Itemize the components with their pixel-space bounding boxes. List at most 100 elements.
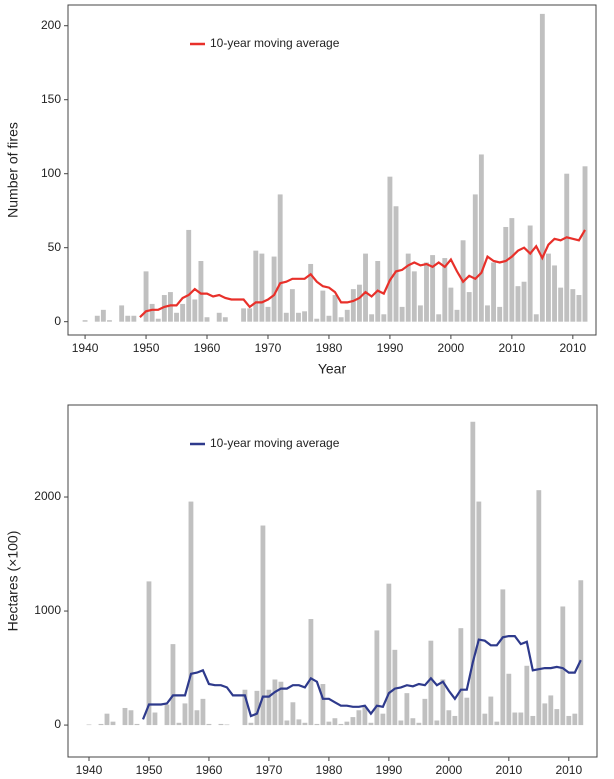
- bar: [440, 679, 446, 726]
- bar: [404, 693, 410, 726]
- bar: [218, 723, 224, 726]
- bar: [434, 720, 440, 726]
- y-tick-label: 0: [54, 717, 61, 731]
- bar: [362, 706, 368, 726]
- bar: [119, 305, 125, 322]
- bar: [369, 314, 375, 322]
- bar: [186, 229, 192, 322]
- bar: [216, 312, 222, 322]
- bar: [578, 580, 584, 726]
- bar: [393, 206, 399, 322]
- y-tick-label: 2000: [34, 489, 61, 503]
- bar: [289, 289, 295, 322]
- bar: [344, 721, 350, 726]
- y-tick-label: 100: [41, 166, 61, 180]
- bar: [224, 724, 230, 726]
- bar: [253, 250, 259, 322]
- plot-border: [67, 4, 597, 336]
- y-axis-label: Hectares (×100): [5, 531, 21, 632]
- bar: [110, 721, 116, 726]
- bar: [452, 715, 458, 726]
- bar: [536, 490, 542, 726]
- bar: [326, 315, 332, 322]
- bar: [98, 723, 104, 726]
- bar: [247, 308, 253, 322]
- bar: [446, 710, 452, 726]
- bar: [155, 318, 161, 322]
- bar: [308, 263, 314, 322]
- moving-average-line: [139, 229, 586, 318]
- bar: [152, 712, 158, 726]
- bar: [344, 309, 350, 322]
- bar: [476, 501, 482, 726]
- bar: [488, 696, 494, 726]
- bar: [192, 299, 198, 322]
- bar: [320, 290, 326, 322]
- bar: [472, 194, 478, 322]
- bar: [428, 640, 434, 726]
- bar: [302, 722, 308, 726]
- x-tick-label: 1950: [133, 341, 160, 355]
- bar: [125, 315, 131, 322]
- bar: [417, 305, 423, 322]
- bar: [466, 292, 472, 322]
- legend-label: 10-year moving average: [210, 36, 340, 50]
- bar: [416, 722, 422, 726]
- bar: [131, 315, 137, 322]
- bar: [332, 718, 338, 726]
- bar: [387, 176, 393, 322]
- bar: [424, 262, 429, 322]
- bar: [176, 722, 182, 726]
- bar: [448, 287, 454, 322]
- bar: [271, 256, 277, 322]
- bar: [527, 225, 533, 322]
- bar: [380, 713, 386, 726]
- x-tick-label: 2010: [555, 763, 582, 777]
- bar: [259, 253, 265, 322]
- bar: [500, 589, 506, 726]
- bar: [290, 702, 296, 726]
- bar: [539, 13, 545, 322]
- x-tick-label: 1970: [255, 341, 282, 355]
- bar: [143, 271, 149, 322]
- bar: [494, 721, 500, 726]
- bar: [564, 173, 570, 322]
- bar: [82, 320, 88, 322]
- bar: [521, 281, 527, 322]
- bar: [542, 703, 548, 726]
- bar: [558, 287, 564, 322]
- bar: [363, 253, 368, 322]
- bar: [560, 606, 566, 726]
- bar: [146, 581, 152, 726]
- bar: [470, 421, 476, 726]
- bar: [265, 306, 271, 322]
- bar: [266, 689, 272, 726]
- x-tick-label: 2000: [438, 341, 465, 355]
- x-tick-label: 1950: [136, 763, 163, 777]
- legend-label: 10-year moving average: [210, 436, 340, 450]
- bar: [350, 289, 356, 322]
- bar: [222, 317, 228, 322]
- bar: [332, 295, 338, 322]
- bar: [164, 704, 170, 726]
- bar: [149, 303, 155, 322]
- bar: [314, 723, 320, 726]
- bar: [582, 166, 588, 322]
- x-tick-label: 2010: [495, 763, 522, 777]
- bar: [512, 712, 518, 726]
- bar: [200, 698, 206, 726]
- bar: [296, 719, 302, 726]
- bar: [430, 255, 436, 322]
- y-tick-label: 200: [41, 18, 61, 32]
- bar: [381, 314, 387, 322]
- bar: [464, 697, 470, 726]
- bar: [338, 723, 344, 726]
- bar: [170, 644, 176, 726]
- bar: [104, 713, 110, 726]
- x-tick-label: 1960: [196, 763, 223, 777]
- bar: [122, 707, 128, 726]
- bar: [442, 258, 448, 322]
- bar: [272, 679, 278, 726]
- bar: [338, 317, 344, 322]
- x-tick-label: 2010: [559, 341, 586, 355]
